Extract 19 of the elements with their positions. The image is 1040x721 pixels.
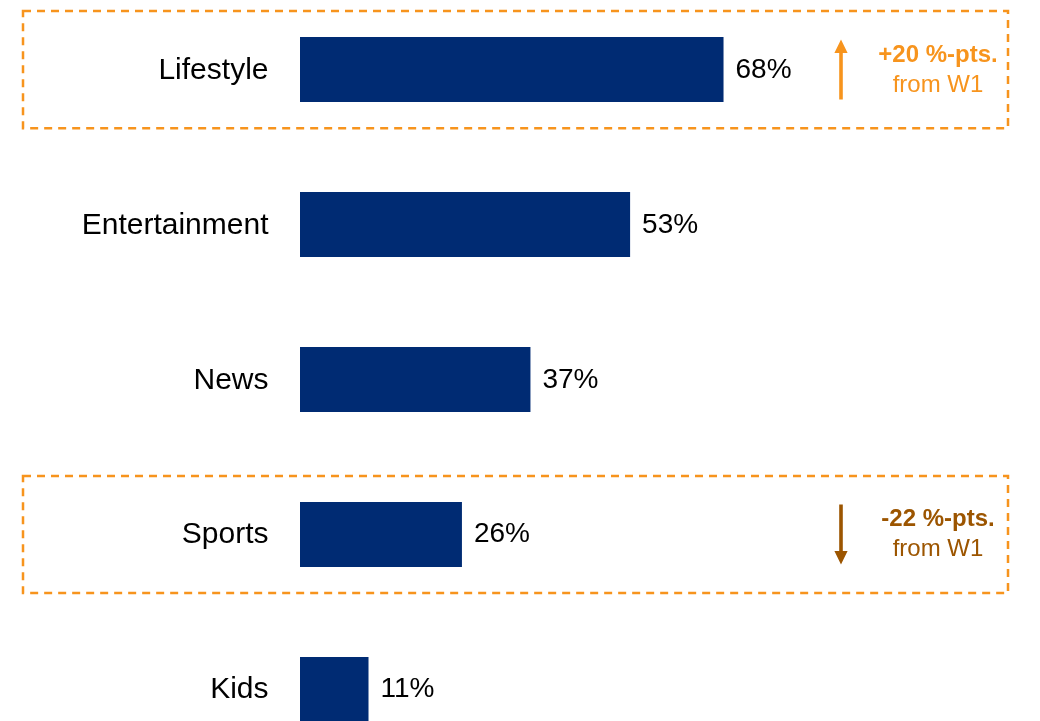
bar bbox=[300, 191, 631, 258]
bar bbox=[300, 346, 531, 413]
y-tick-label: Sports bbox=[181, 516, 269, 550]
y-tick-label: Lifestyle bbox=[158, 51, 269, 85]
y-tick-label: Entertainment bbox=[81, 206, 270, 240]
bar bbox=[300, 501, 462, 568]
text: -22 %-pts. bbox=[881, 504, 995, 532]
y-tick-label: News bbox=[193, 361, 269, 395]
bar bbox=[300, 37, 724, 103]
text: from W1 bbox=[892, 69, 984, 97]
y-tick-label: Kids bbox=[210, 671, 269, 705]
bar bbox=[300, 656, 369, 721]
text: +20 %-pts. bbox=[878, 39, 998, 67]
data-label: 11% bbox=[380, 672, 435, 704]
data-label: 37% bbox=[542, 362, 599, 394]
data-label: 68% bbox=[735, 52, 792, 84]
text: from W1 bbox=[892, 534, 984, 562]
data-label: 26% bbox=[473, 517, 530, 549]
data-label: 53% bbox=[642, 207, 699, 239]
